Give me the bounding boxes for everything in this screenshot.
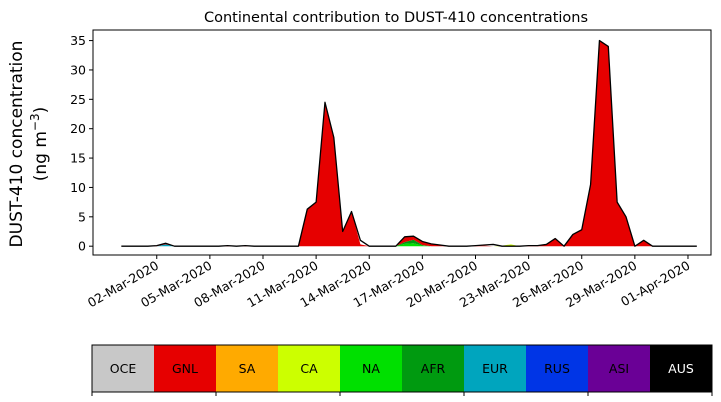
total-line: [121, 39, 697, 247]
legend-swatch-asi: [588, 345, 651, 392]
y-axis: 0 5 10 15 20 25 30 35: [70, 33, 93, 254]
y-tick-label: 35: [70, 33, 86, 48]
y-tick-label: 20: [70, 121, 86, 136]
legend-label-rus: RUS: [544, 361, 570, 376]
legend-swatch-sa: [216, 345, 279, 392]
chart-title: Continental contribution to DUST-410 con…: [204, 10, 588, 26]
legend: OCE GNL SA CA NA AFR EUR RUS ASI AUS: [91, 344, 713, 396]
legend-swatch-afr: [402, 345, 465, 392]
legend-label-sa: SA: [239, 361, 256, 376]
legend-label-aus: AUS: [668, 361, 694, 376]
y-axis-label-unit-close: ): [31, 107, 51, 114]
legend-label-eur: EUR: [482, 361, 508, 376]
legend-label-oce: OCE: [110, 361, 137, 376]
y-axis-label: DUST-410 concentration (ng m−3): [7, 41, 51, 248]
legend-swatch-ca: [278, 345, 341, 392]
y-axis-label-unit: (ng m: [31, 131, 51, 181]
plot-frame: [92, 29, 712, 256]
legend-label-afr: AFR: [421, 361, 446, 376]
legend-swatch-aus: [650, 345, 713, 392]
legend-label-ca: CA: [300, 361, 318, 376]
y-axis-label-unit-exponent: −3: [28, 113, 42, 131]
area-na: [121, 243, 697, 247]
y-tick-label: 15: [70, 151, 86, 166]
y-tick-label: 10: [70, 180, 86, 195]
legend-label-asi: ASI: [609, 361, 629, 376]
area-afr: [121, 239, 697, 247]
x-axis: 02-Mar-202005-Mar-202008-Mar-202011-Mar-…: [85, 255, 693, 310]
y-tick-label: 30: [70, 62, 86, 77]
legend-swatch-oce: [92, 345, 155, 392]
plot-area: [121, 39, 697, 247]
y-tick-label: 25: [70, 92, 86, 107]
area-gnl: [121, 40, 697, 247]
legend-label-gnl: GNL: [172, 361, 198, 376]
legend-frame: [91, 344, 713, 393]
legend-label-na: NA: [362, 361, 380, 376]
legend-swatch-rus: [526, 345, 589, 392]
legend-swatch-gnl: [154, 345, 217, 392]
y-axis-label-line1: DUST-410 concentration: [7, 41, 27, 248]
y-tick-label: 0: [78, 239, 86, 254]
legend-swatch-eur: [464, 345, 527, 392]
y-axis-label-line2: (ng m−3): [28, 107, 51, 182]
y-tick-label: 5: [78, 209, 86, 224]
legend-swatch-na: [340, 345, 403, 392]
